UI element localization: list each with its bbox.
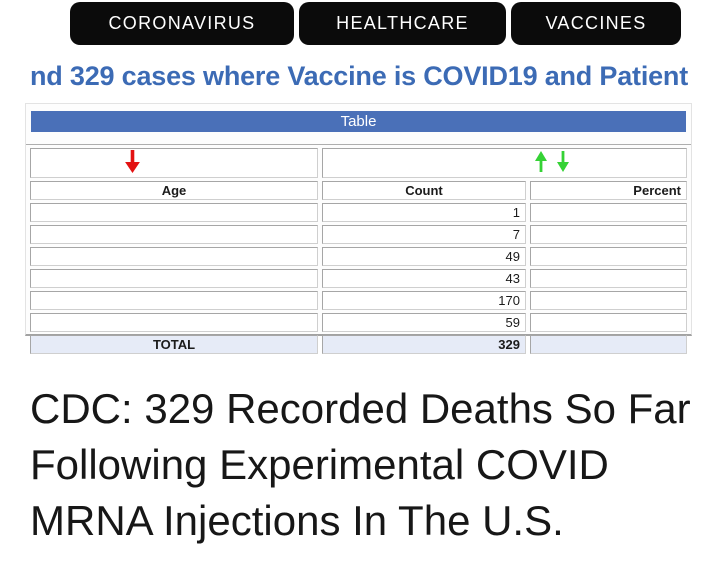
- query-heading: nd 329 cases where Vaccine is COVID19 an…: [30, 61, 689, 91]
- headline-line: MRNA Injections In The U.S.: [30, 497, 564, 544]
- category-nav: CORONAVIRUS HEALTHCARE VACCINES: [70, 2, 681, 45]
- table-row: 1: [30, 203, 687, 222]
- total-label-cell: TOTAL: [30, 335, 318, 354]
- percent-cell: [530, 247, 687, 266]
- table-row: 7: [30, 225, 687, 244]
- sort-descending-green-icon[interactable]: [556, 151, 570, 172]
- sort-descending-red-icon[interactable]: [124, 150, 141, 173]
- results-table-frame: Table: [25, 103, 692, 354]
- age-cell: [30, 291, 318, 310]
- headline-line: Following Experimental COVID: [30, 441, 609, 488]
- table-header-row: Age Count Percent: [30, 181, 687, 200]
- column-header-count: Count: [322, 181, 526, 200]
- column-header-age: Age: [30, 181, 318, 200]
- total-percent-cell: [530, 335, 687, 354]
- count-cell: 59: [322, 313, 526, 332]
- table-row: 43: [30, 269, 687, 288]
- nav-button-vaccines[interactable]: VACCINES: [511, 2, 681, 45]
- percent-cell: [530, 225, 687, 244]
- column-header-percent: Percent: [530, 181, 687, 200]
- age-cell: [30, 225, 318, 244]
- nav-button-healthcare[interactable]: HEALTHCARE: [299, 2, 506, 45]
- percent-cell: [530, 291, 687, 310]
- percent-cell: [530, 269, 687, 288]
- results-table: Age Count Percent 1 7 49 43 170: [26, 145, 691, 357]
- sort-ascending-green-icon[interactable]: [534, 151, 548, 172]
- table-row: 170: [30, 291, 687, 310]
- table-caption: Table: [31, 111, 686, 132]
- total-count-cell: 329: [322, 335, 526, 354]
- table-row: 49: [30, 247, 687, 266]
- count-cell: 49: [322, 247, 526, 266]
- sort-arrow-row: [30, 148, 687, 178]
- age-cell: [30, 247, 318, 266]
- age-cell: [30, 269, 318, 288]
- count-cell: 170: [322, 291, 526, 310]
- table-total-row: TOTAL 329: [30, 335, 687, 354]
- count-cell: 1: [322, 203, 526, 222]
- age-cell: [30, 313, 318, 332]
- age-cell: [30, 203, 318, 222]
- percent-cell: [530, 203, 687, 222]
- age-sort-cell[interactable]: [30, 148, 318, 178]
- table-divider: [26, 144, 691, 145]
- count-cell: 43: [322, 269, 526, 288]
- nav-button-coronavirus[interactable]: CORONAVIRUS: [70, 2, 294, 45]
- article-headline: CDC: 329 Recorded Deaths So Far Followin…: [30, 381, 691, 549]
- count-cell: 7: [322, 225, 526, 244]
- percent-cell: [530, 313, 687, 332]
- headline-line: CDC: 329 Recorded Deaths So Far: [30, 385, 691, 432]
- table-row: 59: [30, 313, 687, 332]
- value-sort-cell[interactable]: [322, 148, 687, 178]
